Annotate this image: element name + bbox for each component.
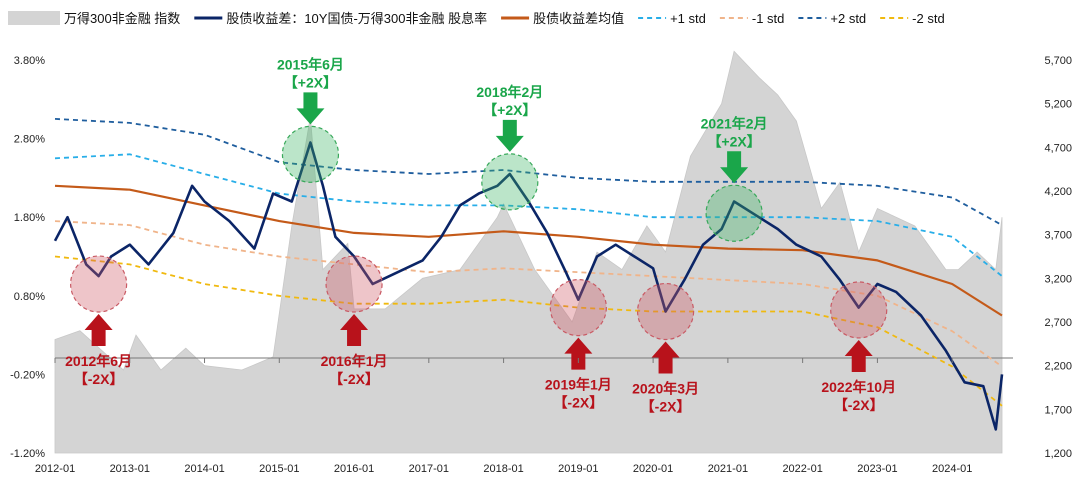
arrow-down-icon — [296, 92, 325, 125]
annotation-date: 2022年10月 — [821, 379, 896, 395]
line-p1 — [54, 153, 1003, 277]
annotation-date: 2020年3月 — [632, 381, 699, 397]
x-tick-label: 2014-01 — [184, 463, 224, 475]
legend: 万得300非金融 指数 股债收益差：10Y国债-万得300非金融 股息率 股债收益差… — [8, 11, 945, 26]
y-left-tick-label: 2.80% — [14, 134, 45, 146]
right-axis: 1,200 1,700 2,200 2,700 3,200 3,700 4,200 4,700… — [1044, 55, 1072, 460]
y-right-tick-label: 3,200 — [1044, 273, 1072, 285]
annotation-5: 2019年1月【-2X】 — [545, 278, 612, 411]
annotation-circle — [70, 255, 128, 313]
legend-label-mean: 股债收益差均值 — [533, 11, 624, 26]
annotation-2: 2021年2月【+2X】 — [701, 115, 768, 242]
x-tick-label: 2018-01 — [483, 463, 523, 475]
legend-item-mean: 股债收益差均值 — [501, 11, 624, 26]
line-p2 — [54, 118, 1003, 226]
y-left-tick-label: 1.80% — [14, 212, 45, 224]
line-m1 — [54, 220, 1003, 368]
x-tick-label: 2013-01 — [110, 463, 150, 475]
y-left-tick-label: -1.20% — [10, 448, 45, 460]
annotation-tag: 【-2X】 — [553, 395, 603, 411]
annotation-circle — [705, 184, 763, 242]
arrow-up-icon — [340, 314, 369, 347]
annotation-tag: 【-2X】 — [641, 399, 691, 415]
annotation-date: 2018年2月 — [476, 84, 543, 100]
legend-item-spread: 股债收益差：10Y国债-万得300非金融 股息率 — [194, 11, 487, 26]
legend-label-p1: +1 std — [670, 11, 706, 26]
annotation-circle — [636, 282, 695, 341]
legend-item-m1: -1 std — [719, 11, 785, 26]
annotation-circle — [549, 278, 607, 337]
y-left-tick-label: 0.80% — [14, 291, 45, 303]
x-tick-label: 2012-01 — [35, 463, 75, 475]
arrow-up-icon — [651, 341, 680, 374]
x-tick-label: 2024-01 — [932, 463, 972, 475]
annotation-circle — [281, 125, 340, 183]
arrow-up-icon — [84, 314, 113, 347]
line-m2 — [54, 255, 1003, 407]
x-tick-label: 2020-01 — [633, 463, 673, 475]
arrow-down-icon — [495, 119, 524, 152]
legend-label-m1: -1 std — [752, 11, 785, 26]
y-right-tick-label: 4,200 — [1044, 186, 1072, 198]
left-axis: -1.20% -0.20% 0.80% 1.80% 2.80% 3.80% — [10, 55, 45, 460]
y-right-tick-label: 1,700 — [1044, 404, 1072, 416]
y-right-tick-label: 5,200 — [1044, 99, 1072, 111]
annotation-circle — [830, 281, 888, 339]
line-mean — [54, 184, 1003, 317]
legend-item-p2: +2 std — [798, 11, 866, 26]
annotation-tag: 【-2X】 — [834, 397, 884, 413]
annotation-tag: 【+2X】 — [483, 102, 536, 118]
legend-item-m2: -2 std — [880, 11, 945, 26]
annotation-date: 2015年6月 — [277, 56, 344, 72]
annotation-1: 2018年2月【+2X】 — [476, 84, 543, 211]
y-right-tick-label: 5,700 — [1044, 55, 1072, 67]
arrow-up-icon — [564, 337, 593, 370]
x-tick-label: 2015-01 — [259, 463, 299, 475]
annotation-0: 2015年6月【+2X】 — [277, 56, 344, 183]
legend-label-p2: +2 std — [830, 11, 866, 26]
annotation-tag: 【+2X】 — [707, 133, 760, 149]
annotation-circle — [325, 255, 383, 313]
annotation-3: 2012年6月【-2X】 — [65, 255, 132, 387]
y-right-tick-label: 4,700 — [1044, 142, 1072, 154]
y-right-tick-label: 2,200 — [1044, 361, 1072, 373]
annotation-date: 2012年6月 — [65, 353, 132, 369]
x-tick-label: 2021-01 — [708, 463, 748, 475]
annotation-circle — [481, 153, 539, 211]
y-right-tick-label: 3,700 — [1044, 230, 1072, 242]
y-left-tick-label: 3.80% — [14, 55, 45, 67]
legend-label-index: 万得300非金融 指数 — [64, 11, 180, 26]
annotation-tag: 【-2X】 — [329, 371, 379, 387]
x-tick-label: 2019-01 — [558, 463, 598, 475]
x-tick-label: 2022-01 — [782, 463, 822, 475]
legend-item-index: 万得300非金融 指数 — [8, 11, 180, 26]
annotation-date: 2019年1月 — [545, 377, 612, 393]
annotation-tag: 【+2X】 — [284, 74, 337, 90]
x-tick-label: 2016-01 — [334, 463, 374, 475]
line-spread — [53, 141, 1004, 431]
lines-layer — [53, 118, 1004, 431]
annotation-tag: 【-2X】 — [74, 371, 124, 387]
annotation-7: 2022年10月【-2X】 — [821, 281, 896, 413]
y-right-tick-label: 1,200 — [1044, 448, 1072, 460]
legend-label-m2: -2 std — [912, 11, 945, 26]
y-right-tick-label: 2,700 — [1044, 317, 1072, 329]
legend-item-p1: +1 std — [638, 11, 706, 26]
annotation-date: 2021年2月 — [701, 115, 768, 131]
x-tick-label: 2017-01 — [409, 463, 449, 475]
x-axis: 2012-01 2013-01 2014-01 2015-01 2016-01 2017-… — [35, 358, 972, 475]
arrow-up-icon — [844, 339, 873, 372]
annotation-6: 2020年3月【-2X】 — [632, 282, 699, 415]
arrow-down-icon — [720, 151, 749, 184]
x-tick-label: 2023-01 — [857, 463, 897, 475]
legend-swatch-index — [8, 11, 60, 25]
legend-label-spread: 股债收益差：10Y国债-万得300非金融 股息率 — [226, 11, 487, 26]
y-left-tick-label: -0.20% — [10, 369, 45, 381]
